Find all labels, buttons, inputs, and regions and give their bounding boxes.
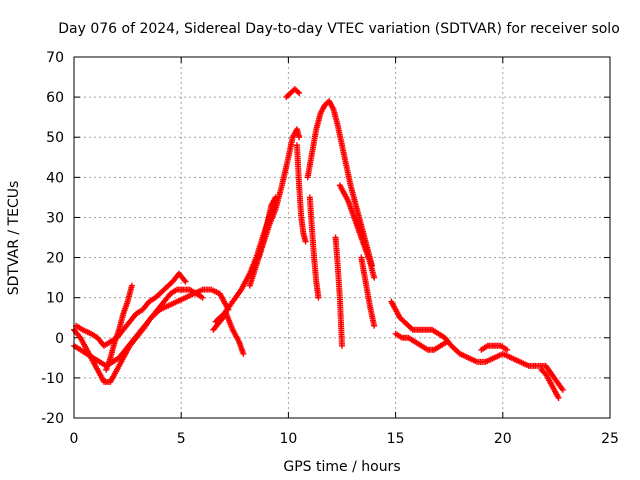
data-point: [296, 90, 303, 97]
data-point: [199, 294, 206, 301]
data-point: [128, 282, 135, 289]
series-arc-19: [538, 366, 562, 401]
y-tick-label: 20: [46, 251, 64, 267]
x-tick-label: 25: [601, 431, 619, 447]
series-arc-7: [246, 126, 303, 289]
x-tick-label: 0: [70, 431, 79, 447]
x-tick-labels: 0 5 10 15 20 25: [70, 431, 619, 447]
y-tick-label: 70: [46, 50, 64, 66]
series-arc-11: [304, 98, 376, 269]
y-axis-label: SDTVAR / TECUs: [6, 181, 22, 296]
x-tick-label: 5: [177, 431, 186, 447]
x-tick-label: 20: [494, 431, 512, 447]
series-arc-10: [283, 86, 303, 101]
y-tick-labels: -20 -10 0 10 20 30 40 50 60 70: [41, 50, 64, 427]
series-arc-12: [306, 194, 322, 301]
series-arc-9: [293, 142, 309, 245]
y-tick-label: -10: [41, 371, 64, 387]
grid-lines: [74, 57, 610, 418]
series-arc-2: [71, 286, 206, 369]
series-arc-13: [336, 182, 378, 281]
series-arc-3: [73, 270, 189, 349]
chart-title: Day 076 of 2024, Sidereal Day-to-day VTE…: [58, 21, 620, 37]
series-arc-15: [358, 254, 378, 329]
data-point: [296, 134, 303, 141]
series-arc-17: [392, 330, 451, 353]
y-tick-label: 60: [46, 90, 64, 106]
series-arc-14: [332, 234, 345, 349]
plot-frame: [73, 56, 611, 419]
series-arc-16: [388, 298, 566, 393]
data-point: [272, 194, 279, 201]
y-tick-label: 0: [55, 331, 64, 347]
data-point: [555, 394, 562, 401]
data-point: [339, 342, 345, 349]
series-arc-8: [255, 194, 279, 261]
x-tick-label: 15: [387, 431, 405, 447]
data-point: [371, 274, 378, 281]
series-arc-4: [103, 282, 135, 373]
data-point: [240, 350, 247, 357]
y-tick-label: 50: [46, 130, 64, 146]
data-point: [371, 322, 378, 329]
data-points: [71, 86, 566, 401]
data-point: [504, 346, 511, 353]
y-tick-label: 40: [46, 170, 64, 186]
y-tick-label: 10: [46, 291, 64, 307]
data-point: [444, 338, 451, 345]
y-tick-label: 30: [46, 210, 64, 226]
data-point: [182, 278, 189, 285]
data-point: [315, 294, 322, 301]
series-arc-5: [210, 310, 247, 357]
data-point: [302, 238, 309, 245]
x-tick-label: 10: [279, 431, 297, 447]
x-axis-label: GPS time / hours: [283, 459, 400, 475]
y-tick-label: -20: [41, 411, 64, 427]
series-arc-18: [478, 342, 511, 353]
data-point: [559, 386, 566, 393]
